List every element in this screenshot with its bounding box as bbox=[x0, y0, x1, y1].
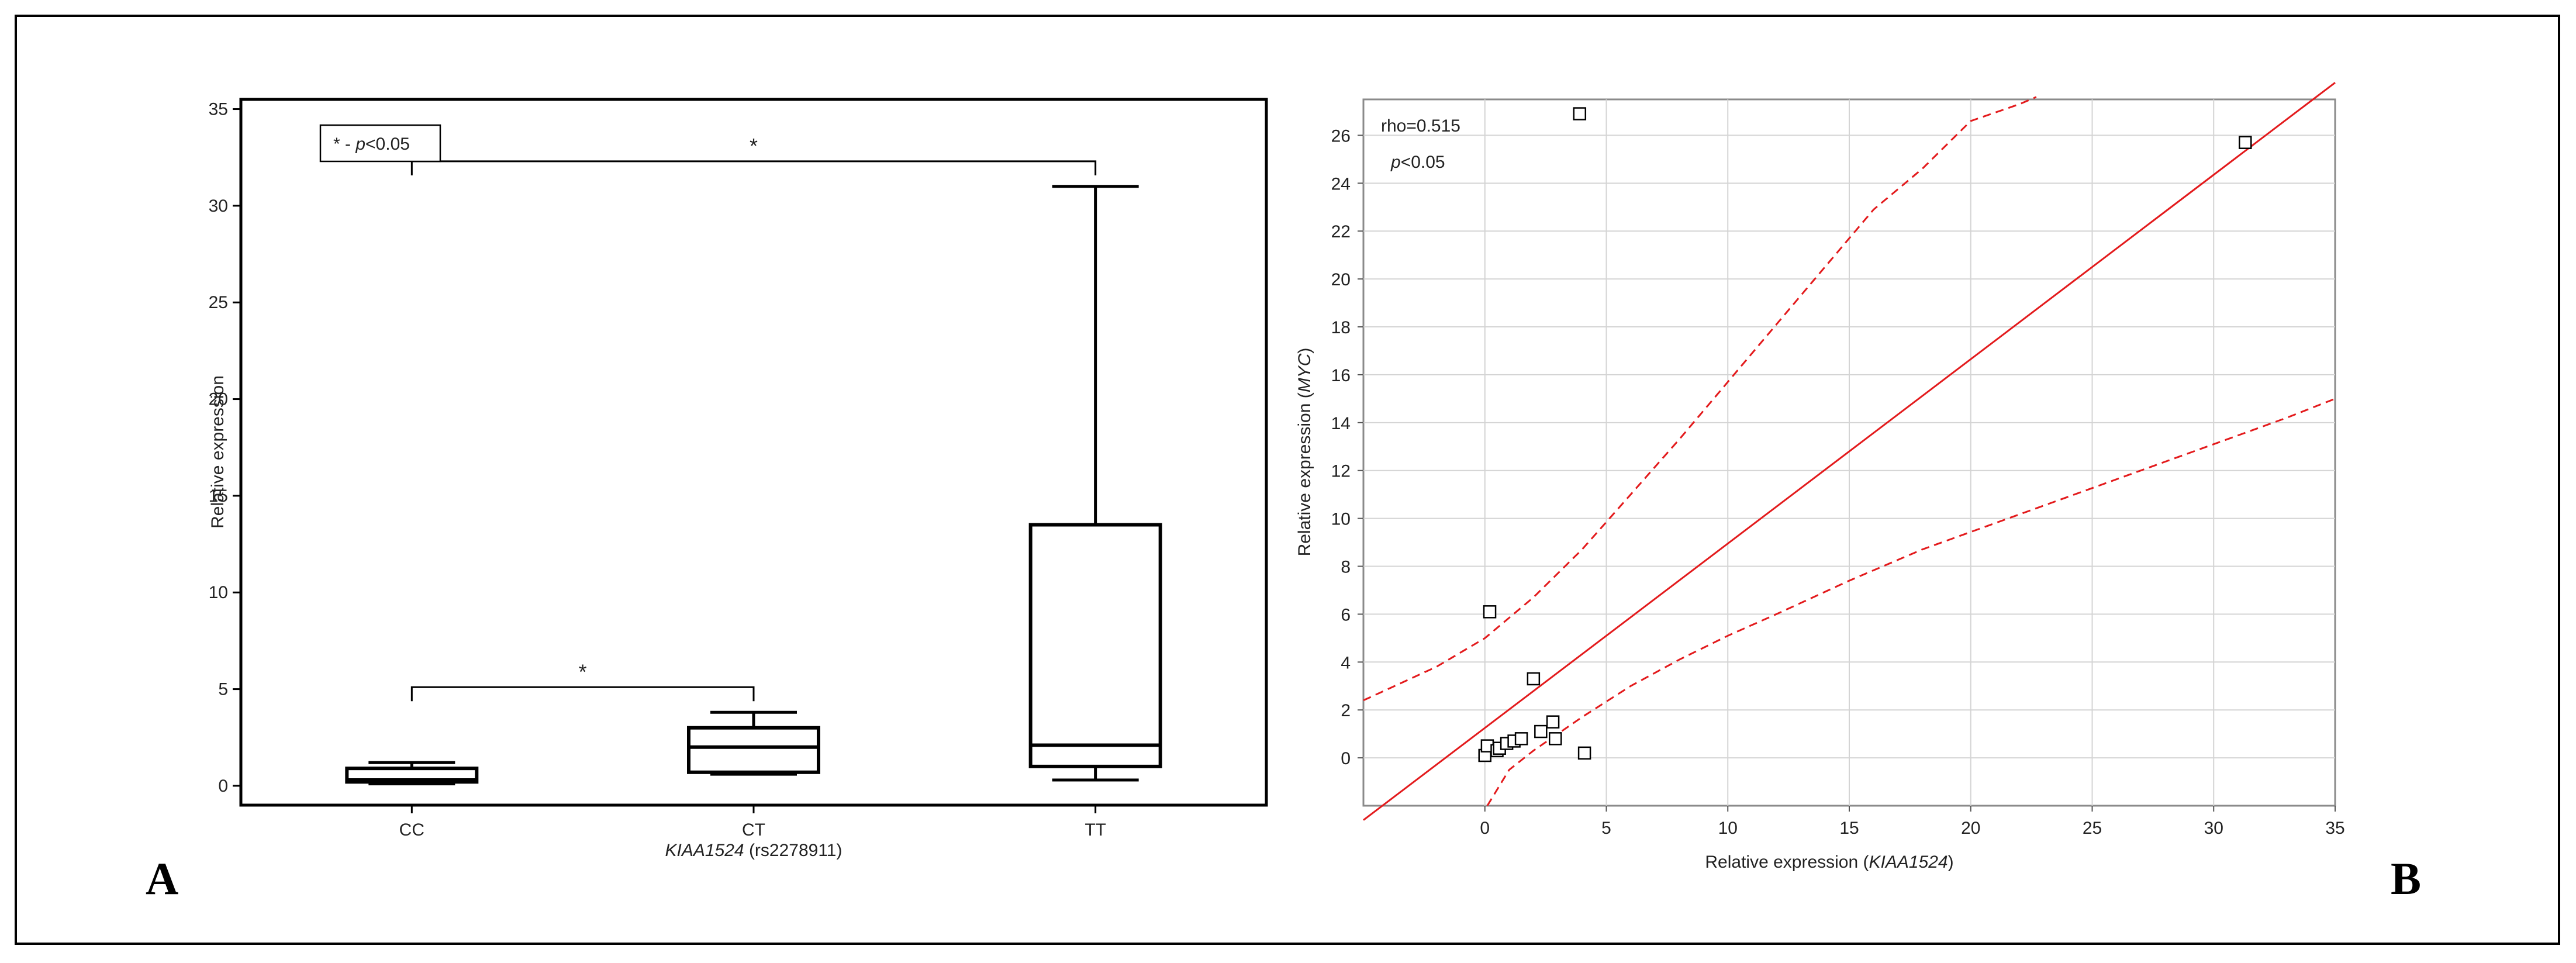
y-tick-label: 26 bbox=[1331, 126, 1351, 146]
scatter-y-axis-title-gene: MYC bbox=[1295, 353, 1314, 392]
y-tick-label: 15 bbox=[209, 486, 228, 506]
significance-brackets: ** bbox=[410, 134, 1097, 702]
box-plot-y-axis: 0 5 10 15 20 25 30 35 bbox=[209, 100, 241, 796]
y-tick-label: 12 bbox=[1331, 462, 1351, 481]
scatter-points bbox=[1478, 107, 2252, 762]
data-point bbox=[1577, 746, 1591, 760]
data-point bbox=[1546, 715, 1560, 729]
x-tick-label: 25 bbox=[2083, 819, 2102, 838]
confidence-band-lower bbox=[1486, 398, 2336, 806]
y-tick-label: 0 bbox=[1341, 749, 1351, 768]
box-plot-legend: * - p<0.05 bbox=[319, 124, 441, 163]
y-tick-label: 10 bbox=[1331, 510, 1351, 529]
y-tick-label: 25 bbox=[209, 293, 228, 312]
scatter-p-letter: p bbox=[1390, 153, 1401, 172]
box-plot-legend-box bbox=[319, 124, 441, 163]
x-tick-label: 10 bbox=[1718, 819, 1738, 838]
box-plot-y-axis-title: Relative expression bbox=[208, 375, 227, 529]
y-tick-label: 4 bbox=[1341, 653, 1351, 672]
scatter-rho-annotation: rho=0.515 bbox=[1381, 116, 1460, 136]
y-tick-label: 30 bbox=[209, 196, 228, 216]
y-tick-label: 18 bbox=[1331, 318, 1351, 337]
scatter-grid bbox=[1363, 99, 2335, 806]
scatter-y-axis-title-suffix: ) bbox=[1295, 348, 1314, 354]
significance-star: * bbox=[579, 660, 587, 684]
y-tick-label: 14 bbox=[1331, 414, 1351, 433]
box-CT bbox=[687, 726, 820, 774]
data-point bbox=[1483, 605, 1497, 619]
scatter-x-axis-title-prefix: Relative expression ( bbox=[1705, 852, 1869, 872]
y-tick-label: 2 bbox=[1341, 701, 1351, 720]
confidence-band-upper bbox=[1363, 96, 2037, 702]
y-tick-label: 6 bbox=[1341, 605, 1351, 624]
y-tick-label: 8 bbox=[1341, 558, 1351, 577]
scatter-x-axis-title-suffix: ) bbox=[1948, 852, 1954, 872]
y-tick-label: 16 bbox=[1331, 366, 1351, 385]
data-point bbox=[2239, 136, 2252, 149]
x-tick-label: CT bbox=[742, 820, 765, 840]
x-tick-label: 5 bbox=[1601, 819, 1611, 838]
y-tick-label: 20 bbox=[1331, 270, 1351, 289]
box-plot-legend-prefix: * - bbox=[333, 134, 355, 154]
y-tick-label: 24 bbox=[1331, 174, 1351, 194]
x-tick-label: 0 bbox=[1480, 819, 1490, 838]
scatter-x-axis-title-gene: KIAA1524 bbox=[1869, 852, 1948, 872]
scatter-x-axis-title: Relative expression (KIAA1524) bbox=[1705, 852, 1953, 872]
scatter-p-annotation: p<0.05 bbox=[1390, 153, 1445, 172]
data-point bbox=[1573, 107, 1587, 120]
box-TT bbox=[1028, 523, 1162, 768]
data-point bbox=[1514, 732, 1528, 745]
scatter-regression bbox=[1363, 82, 2336, 821]
y-tick-label: 5 bbox=[218, 680, 228, 699]
data-point bbox=[1534, 724, 1548, 738]
x-tick-label: 15 bbox=[1839, 819, 1859, 838]
panel-a-letter: A bbox=[146, 853, 178, 904]
y-tick-label: 0 bbox=[218, 776, 228, 796]
significance-bracket bbox=[410, 686, 755, 702]
box-plot-boxes bbox=[345, 185, 1162, 786]
significance-star: * bbox=[750, 134, 758, 158]
significance-bracket bbox=[410, 160, 1097, 175]
y-tick-label: 10 bbox=[209, 583, 228, 602]
x-tick-label: 20 bbox=[1961, 819, 1980, 838]
y-tick-label: 35 bbox=[209, 100, 228, 119]
box-plot-x-axis: CC CT TT bbox=[399, 805, 1106, 840]
data-point bbox=[1527, 672, 1541, 686]
regression-line bbox=[1363, 82, 2336, 821]
x-tick-label: CC bbox=[399, 820, 424, 840]
scatter-x-axis: 0 5 10 15 20 25 30 35 bbox=[1480, 806, 2345, 838]
x-tick-label: 30 bbox=[2204, 819, 2223, 838]
scatter-p-value: <0.05 bbox=[1401, 153, 1445, 172]
scatter-y-axis-title-prefix: Relative expression ( bbox=[1295, 392, 1314, 556]
box-plot-legend-p: p bbox=[355, 134, 365, 154]
panel-b-letter: B bbox=[2391, 853, 2421, 904]
box-plot-x-axis-title-gene: KIAA1524 bbox=[665, 841, 744, 860]
y-tick-label: 22 bbox=[1331, 222, 1351, 241]
scatter-y-axis-title: Relative expression (MYC) bbox=[1295, 348, 1314, 557]
x-tick-label: 35 bbox=[2325, 819, 2344, 838]
figure-frame: 0 5 10 15 20 25 30 35 CC CT TT * * Relative expres… bbox=[15, 15, 2560, 945]
x-tick-label: TT bbox=[1085, 820, 1106, 840]
box-plot-x-axis-title-snp: (rs2278911) bbox=[744, 841, 842, 860]
y-tick-label: 20 bbox=[209, 390, 228, 409]
box-plot-legend-text: * - p<0.05 bbox=[333, 134, 410, 154]
data-point bbox=[1548, 732, 1562, 745]
box-plot-legend-value: <0.05 bbox=[365, 134, 410, 154]
box-plot-x-axis-title: KIAA1524 (rs2278911) bbox=[665, 841, 842, 860]
